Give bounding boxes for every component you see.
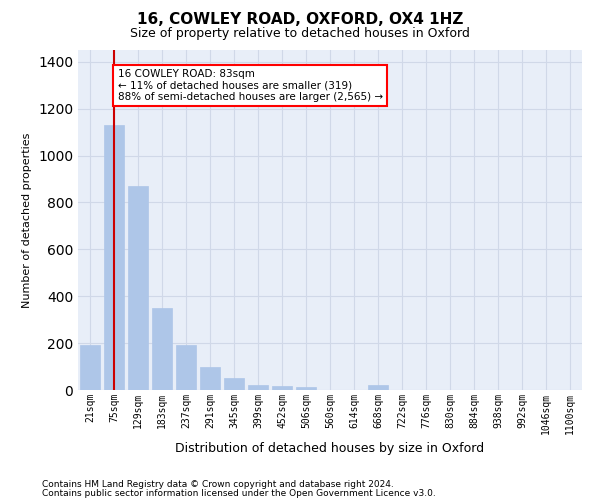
Bar (248, 386, 268, 390)
Bar (200, 368, 220, 390)
Text: Size of property relative to detached houses in Oxford: Size of property relative to detached ho… (130, 28, 470, 40)
X-axis label: Distribution of detached houses by size in Oxford: Distribution of detached houses by size … (175, 442, 485, 455)
Bar (128, 186, 148, 390)
Bar (272, 386, 292, 390)
Bar (368, 386, 388, 390)
Text: Contains public sector information licensed under the Open Government Licence v3: Contains public sector information licen… (42, 488, 436, 498)
Text: 16, COWLEY ROAD, OXFORD, OX4 1HZ: 16, COWLEY ROAD, OXFORD, OX4 1HZ (137, 12, 463, 28)
Text: Contains HM Land Registry data © Crown copyright and database right 2024.: Contains HM Land Registry data © Crown c… (42, 480, 394, 489)
Bar (104, 125, 124, 390)
Bar (152, 308, 172, 390)
Bar (224, 378, 244, 390)
Bar (176, 345, 196, 390)
Text: 16 COWLEY ROAD: 83sqm
← 11% of detached houses are smaller (319)
88% of semi-det: 16 COWLEY ROAD: 83sqm ← 11% of detached … (118, 69, 383, 102)
Bar (296, 387, 316, 390)
Bar (80, 345, 100, 390)
Y-axis label: Number of detached properties: Number of detached properties (22, 132, 32, 308)
